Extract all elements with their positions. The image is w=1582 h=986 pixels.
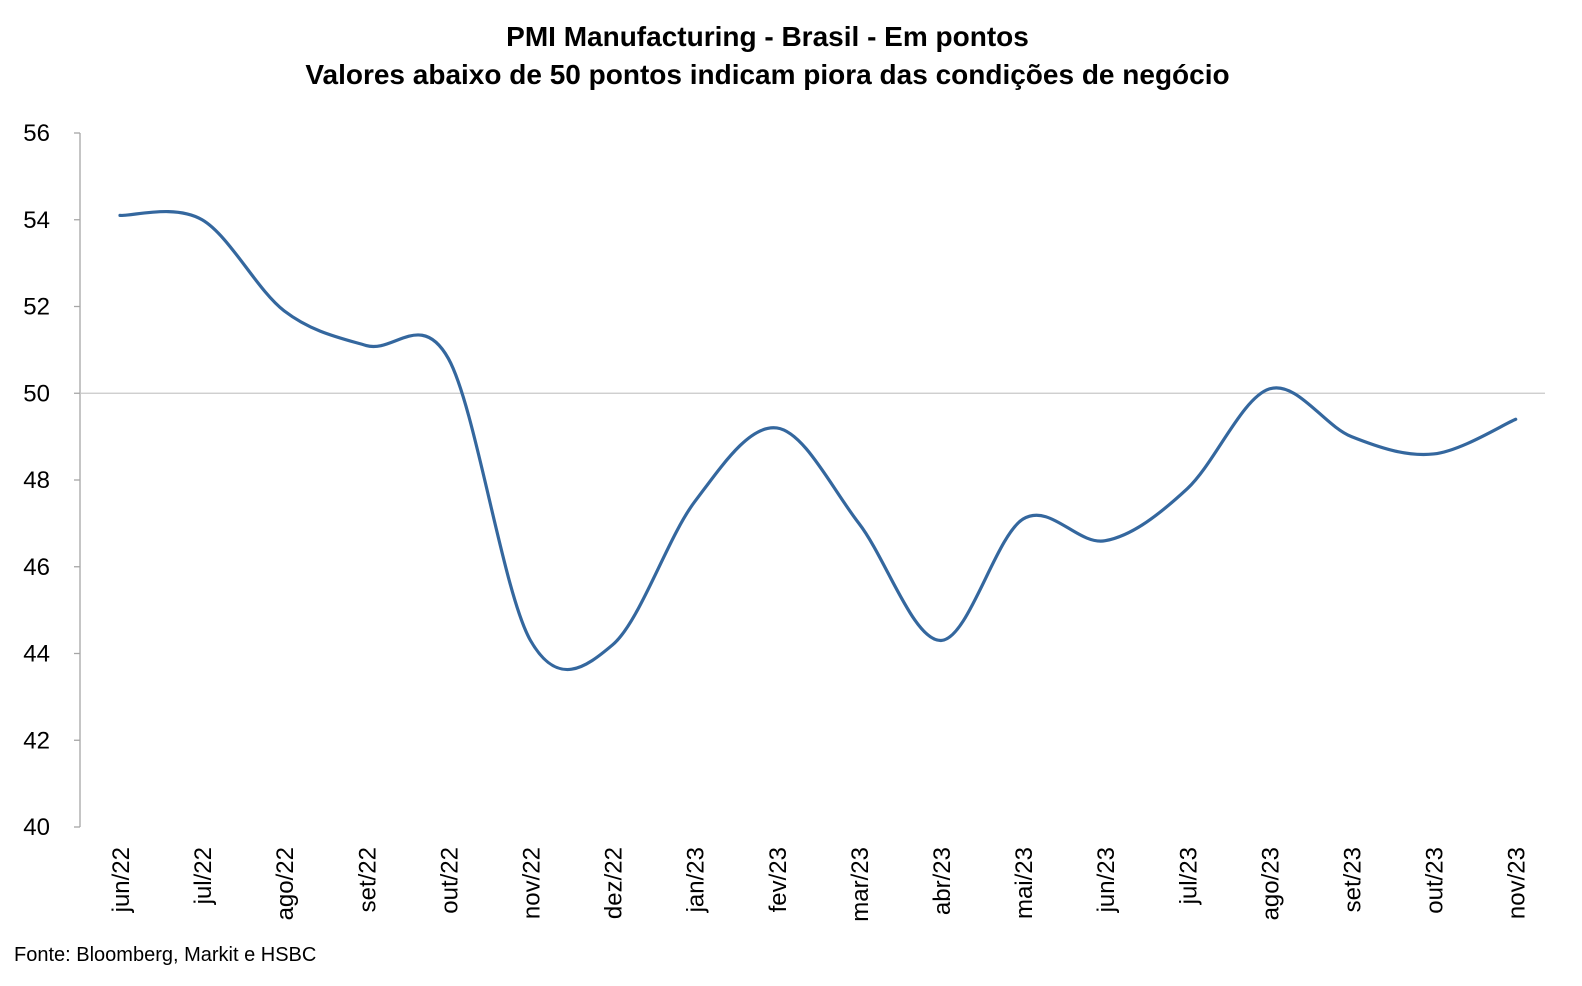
source-note: Fonte: Bloomberg, Markit e HSBC <box>14 944 317 966</box>
y-tick-label: 48 <box>23 467 50 494</box>
data-point-jun-23 <box>1104 539 1107 542</box>
x-tick-label: jul/22 <box>190 847 217 905</box>
x-tick-label: dez/22 <box>601 847 628 919</box>
x-tick-label: out/23 <box>1422 847 1449 914</box>
data-point-fev-23 <box>775 426 778 429</box>
data-point-ago-22 <box>283 309 286 312</box>
data-point-abr-23 <box>939 639 942 642</box>
x-tick-label: jun/22 <box>108 847 135 913</box>
x-tick-label: abr/23 <box>929 847 956 915</box>
chart-title-line: PMI Manufacturing - Brasil - Em pontos <box>506 21 1029 52</box>
y-tick-label: 40 <box>23 814 50 841</box>
x-tick-label: fev/23 <box>765 847 792 912</box>
data-point-out-23 <box>1432 452 1435 455</box>
data-point-set-23 <box>1350 435 1353 438</box>
chart-subtitle-line: Valores abaixo de 50 pontos indicam pior… <box>305 59 1230 90</box>
y-tick-label: 44 <box>23 641 50 668</box>
y-tick-label: 52 <box>23 294 50 321</box>
x-tick-label: nov/22 <box>519 847 546 919</box>
data-point-mar-23 <box>857 522 860 525</box>
y-tick-label: 50 <box>23 380 50 407</box>
data-point-dez-22 <box>611 643 614 646</box>
x-tick-label: mar/23 <box>847 847 874 922</box>
data-point-jan-23 <box>693 500 696 503</box>
data-point-jun-22 <box>118 214 121 217</box>
data-point-jul-23 <box>1186 487 1189 490</box>
data-point-mai-23 <box>1022 517 1025 520</box>
y-tick-label: 56 <box>23 120 50 147</box>
data-point-set-22 <box>365 344 368 347</box>
data-point-jul-22 <box>201 218 204 221</box>
y-tick-label: 54 <box>23 207 50 234</box>
x-tick-label: jun/23 <box>1093 847 1120 913</box>
series-line <box>118 209 1518 672</box>
x-tick-label: nov/23 <box>1504 847 1531 919</box>
x-axis: jun/22 jul/22 ago/22 set/22 out/22 nov/22 dez/… <box>108 847 1531 922</box>
x-tick-label: out/22 <box>436 847 463 914</box>
x-tick-label: set/22 <box>354 847 381 912</box>
y-tick-label: 46 <box>23 554 50 581</box>
x-tick-label: set/23 <box>1340 847 1367 912</box>
x-tick-label: ago/22 <box>272 847 299 920</box>
y-axis: 40 42 44 46 48 50 52 54 56 <box>23 120 81 841</box>
x-tick-label: ago/23 <box>1257 847 1284 920</box>
chart-title: PMI Manufacturing - Brasil - Em pontos V… <box>0 18 1535 94</box>
x-tick-label: mai/23 <box>1011 847 1038 919</box>
y-tick-label: 42 <box>23 727 50 754</box>
data-point-nov-23 <box>1514 418 1517 421</box>
x-tick-label: jan/23 <box>683 847 710 913</box>
x-tick-label: jul/23 <box>1175 847 1202 905</box>
data-point-nov-22 <box>529 639 532 642</box>
series-group <box>118 209 1518 672</box>
data-point-out-22 <box>447 357 450 360</box>
data-point-ago-23 <box>1268 387 1271 390</box>
